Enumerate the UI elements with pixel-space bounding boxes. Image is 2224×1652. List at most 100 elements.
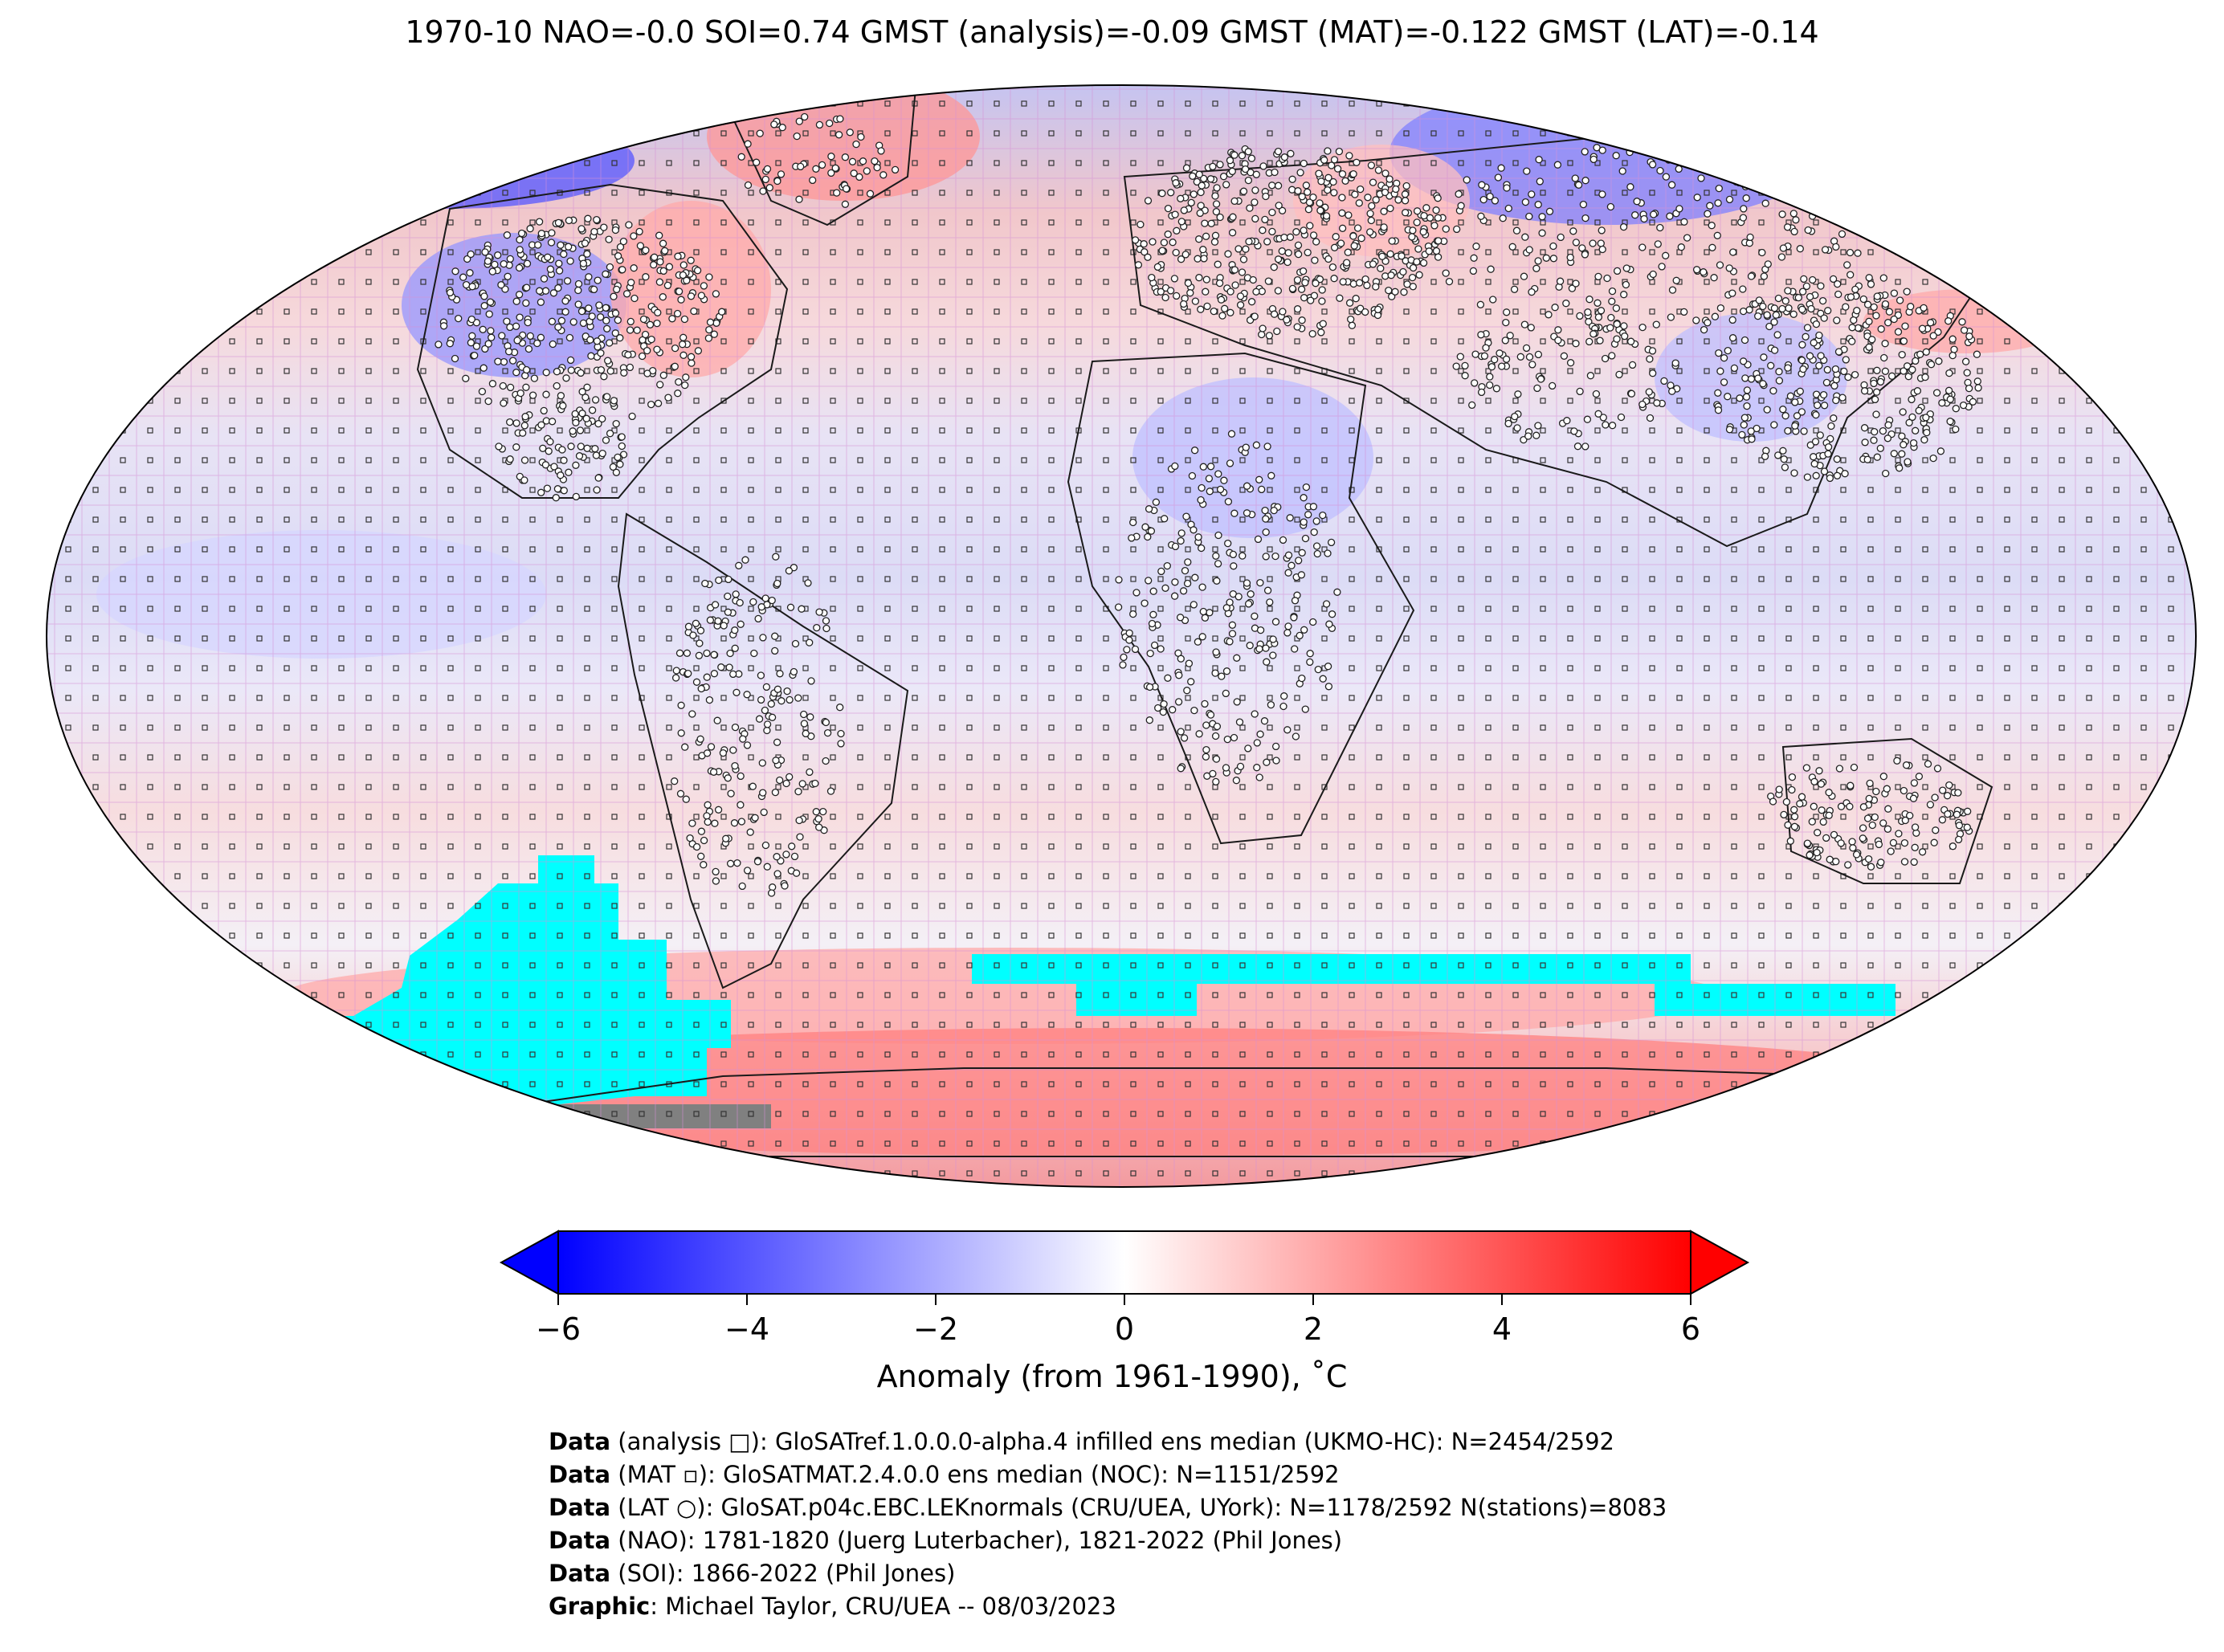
station-marker	[1672, 276, 1680, 284]
station-marker	[724, 774, 732, 782]
station-marker	[614, 316, 622, 324]
station-marker	[1557, 233, 1565, 242]
station-marker	[1549, 242, 1557, 251]
station-marker	[591, 396, 600, 404]
station-marker	[630, 294, 639, 303]
station-marker	[1271, 552, 1279, 561]
station-marker	[1638, 400, 1647, 409]
station-marker	[597, 349, 605, 357]
station-marker	[679, 351, 688, 359]
station-marker	[597, 365, 606, 374]
station-marker	[1369, 178, 1377, 186]
station-marker	[1328, 263, 1337, 271]
station-marker	[1620, 322, 1628, 330]
station-marker	[1598, 146, 1606, 154]
station-marker	[704, 334, 713, 342]
colorbar-tick-label: 2	[1304, 1311, 1323, 1347]
station-marker	[636, 242, 645, 250]
station-marker	[1409, 263, 1418, 272]
station-marker	[1252, 288, 1260, 296]
analysis-grid	[47, 85, 2196, 1187]
station-marker	[515, 263, 524, 272]
station-marker	[513, 337, 521, 345]
station-marker	[1212, 777, 1220, 786]
station-marker	[732, 590, 740, 598]
station-marker	[1223, 735, 1231, 744]
station-marker	[743, 691, 751, 699]
station-marker	[1843, 261, 1851, 269]
station-marker	[705, 325, 713, 334]
station-marker	[711, 601, 720, 609]
credit-text: (SOI): 1866-2022 (Phil Jones)	[610, 1560, 956, 1587]
station-marker	[1233, 698, 1241, 706]
station-marker	[1713, 231, 1721, 239]
station-marker	[546, 438, 554, 446]
station-marker	[822, 617, 830, 625]
station-marker	[1386, 250, 1394, 258]
station-marker	[1497, 164, 1505, 172]
station-marker	[743, 741, 752, 749]
station-marker	[618, 433, 626, 441]
station-marker	[544, 253, 552, 261]
station-marker	[1724, 346, 1732, 355]
station-marker	[1238, 152, 1247, 160]
station-marker	[1369, 260, 1377, 268]
station-marker	[503, 317, 511, 325]
station-marker	[1177, 655, 1185, 663]
station-marker	[1413, 207, 1422, 215]
station-marker	[653, 319, 661, 328]
station-marker	[606, 430, 614, 438]
station-marker	[1898, 432, 1906, 440]
station-marker	[1675, 165, 1683, 173]
station-marker	[703, 673, 711, 681]
station-marker	[1259, 162, 1267, 170]
station-marker	[744, 140, 752, 148]
station-marker	[1615, 370, 1623, 379]
station-marker	[497, 281, 505, 289]
colorbar-tick-label: −6	[536, 1311, 581, 1347]
station-marker	[726, 649, 734, 658]
station-marker	[1806, 352, 1814, 360]
station-marker	[1145, 683, 1154, 691]
station-marker	[1212, 552, 1220, 560]
station-marker	[1275, 202, 1283, 210]
station-marker	[1218, 312, 1226, 320]
station-marker	[1889, 838, 1898, 847]
station-marker	[1827, 422, 1835, 430]
station-marker	[672, 667, 680, 675]
station-marker	[806, 638, 814, 647]
station-marker	[1692, 266, 1701, 274]
station-marker	[1211, 732, 1220, 740]
station-marker	[604, 357, 612, 365]
station-marker	[1650, 210, 1658, 218]
station-marker	[697, 852, 705, 860]
station-marker	[1316, 199, 1324, 207]
station-marker	[1944, 317, 1953, 325]
station-marker	[679, 333, 688, 341]
station-marker	[1927, 361, 1936, 369]
station-marker	[506, 323, 514, 332]
station-marker	[1608, 287, 1617, 296]
station-marker	[712, 877, 720, 885]
station-marker	[616, 334, 624, 342]
station-marker	[1309, 231, 1318, 239]
station-marker	[478, 387, 487, 396]
station-marker	[1463, 176, 1471, 184]
station-marker	[1973, 350, 1981, 358]
station-marker	[1251, 186, 1259, 194]
station-marker	[1413, 218, 1421, 226]
station-marker	[1222, 689, 1230, 698]
station-marker	[1855, 204, 1863, 212]
station-marker	[1305, 198, 1314, 206]
station-marker	[1222, 667, 1231, 675]
station-marker	[1954, 789, 1962, 797]
station-marker	[1576, 387, 1584, 396]
station-marker	[1877, 325, 1885, 333]
station-marker	[1461, 361, 1469, 370]
station-marker	[1740, 421, 1748, 429]
station-marker	[1300, 626, 1308, 634]
station-marker	[1306, 222, 1314, 230]
station-marker	[1261, 506, 1269, 515]
station-marker	[1434, 214, 1443, 222]
station-marker	[1525, 246, 1533, 254]
